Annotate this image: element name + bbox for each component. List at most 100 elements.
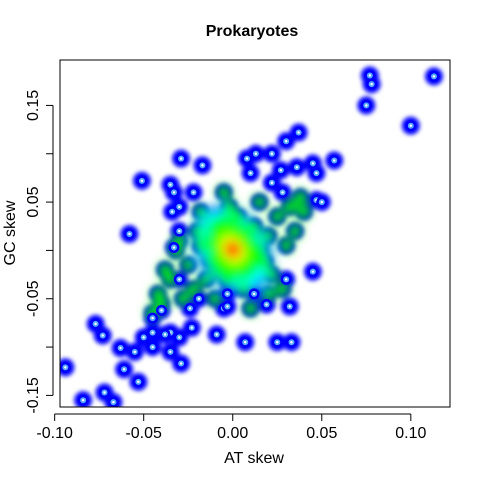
- data-point-dot: [188, 307, 192, 310]
- data-point: [132, 376, 144, 388]
- data-point: [147, 327, 159, 339]
- data-point: [129, 346, 141, 358]
- data-point-dot: [370, 82, 373, 86]
- data-point-dot: [142, 336, 145, 339]
- data-point-dot: [103, 391, 106, 394]
- data-point-dot: [192, 191, 195, 194]
- data-point: [239, 336, 251, 348]
- density-blob: [279, 238, 294, 253]
- data-point-dot: [333, 159, 336, 162]
- data-point-dot: [290, 341, 293, 344]
- data-point: [118, 363, 130, 375]
- data-point: [168, 242, 180, 254]
- density-blob: [261, 286, 276, 301]
- data-point: [241, 153, 253, 165]
- data-point: [136, 175, 148, 187]
- data-point: [316, 196, 328, 208]
- data-point-dot: [226, 305, 229, 308]
- data-point: [250, 148, 262, 160]
- data-point-dot: [409, 124, 413, 127]
- density-contour: [226, 243, 239, 256]
- density-blob: [222, 199, 237, 214]
- data-point: [193, 293, 205, 305]
- density-blob: [193, 204, 208, 219]
- data-point: [328, 155, 340, 167]
- data-point-dot: [169, 183, 172, 186]
- points-layer: [60, 69, 440, 407]
- density-blob: [175, 291, 190, 306]
- density-blob: [207, 291, 222, 306]
- data-point-dot: [178, 336, 181, 339]
- data-point-dot: [265, 303, 268, 306]
- data-point-dot: [151, 345, 154, 349]
- data-point: [366, 78, 378, 90]
- data-point: [293, 126, 305, 138]
- data-point: [310, 167, 322, 179]
- data-point: [173, 201, 185, 213]
- data-point: [248, 288, 260, 300]
- data-point: [221, 300, 233, 312]
- data-point: [280, 135, 292, 147]
- data-point: [175, 153, 187, 165]
- y-axis: -0.15 -0.05 0.05 0.15: [25, 90, 54, 414]
- data-point-dot: [133, 350, 136, 354]
- density-blob: [296, 204, 311, 219]
- data-point-dot: [279, 168, 283, 172]
- data-point: [266, 148, 278, 160]
- data-point: [168, 186, 180, 198]
- density-blob: [264, 267, 279, 282]
- data-point-dot: [178, 278, 181, 281]
- density-blob: [270, 209, 285, 224]
- data-point-dot: [244, 341, 247, 344]
- y-tick-label: -0.15: [25, 377, 42, 414]
- data-point-dot: [201, 164, 204, 167]
- data-point-dot: [190, 326, 193, 329]
- data-point: [428, 70, 440, 82]
- data-point: [286, 336, 298, 348]
- data-point-dot: [215, 333, 218, 336]
- data-point: [138, 331, 150, 343]
- data-point-dot: [284, 278, 288, 281]
- data-point: [364, 69, 376, 81]
- data-point-dot: [170, 210, 174, 213]
- density-blob: [252, 195, 267, 210]
- data-point: [405, 120, 417, 132]
- density-blob: [236, 282, 251, 297]
- data-point: [266, 177, 278, 189]
- density-blob: [282, 199, 297, 214]
- density-blob: [261, 228, 276, 243]
- data-point-dot: [178, 229, 181, 233]
- data-point-dot: [151, 316, 154, 320]
- data-point-dot: [284, 139, 288, 143]
- data-point-dot: [320, 200, 323, 204]
- density-blob: [243, 233, 258, 248]
- data-point: [164, 346, 176, 358]
- density-blob: [150, 286, 165, 301]
- data-point: [77, 394, 89, 406]
- data-point-dot: [179, 157, 183, 160]
- density-blob: [190, 224, 205, 239]
- data-point-dot: [297, 131, 300, 134]
- data-point: [175, 358, 187, 370]
- data-point-dot: [295, 166, 299, 169]
- density-blob: [204, 253, 219, 268]
- data-point-dot: [172, 191, 176, 194]
- data-point-dot: [112, 400, 115, 404]
- density-blob: [231, 209, 246, 224]
- data-point-dot: [254, 152, 258, 155]
- data-point: [277, 186, 289, 198]
- density-blob: [234, 224, 249, 239]
- density-blob: [158, 262, 173, 277]
- density-blob: [247, 219, 262, 234]
- data-point-dot: [270, 152, 274, 155]
- y-axis-label: GC skew: [2, 200, 19, 265]
- data-point: [186, 322, 198, 334]
- x-tick-label: -0.10: [36, 425, 73, 442]
- data-point-dot: [178, 205, 181, 209]
- data-point: [107, 396, 119, 407]
- data-point-dot: [101, 334, 104, 337]
- density-blob: [199, 272, 214, 287]
- data-point: [284, 300, 296, 312]
- data-point-dot: [270, 181, 274, 184]
